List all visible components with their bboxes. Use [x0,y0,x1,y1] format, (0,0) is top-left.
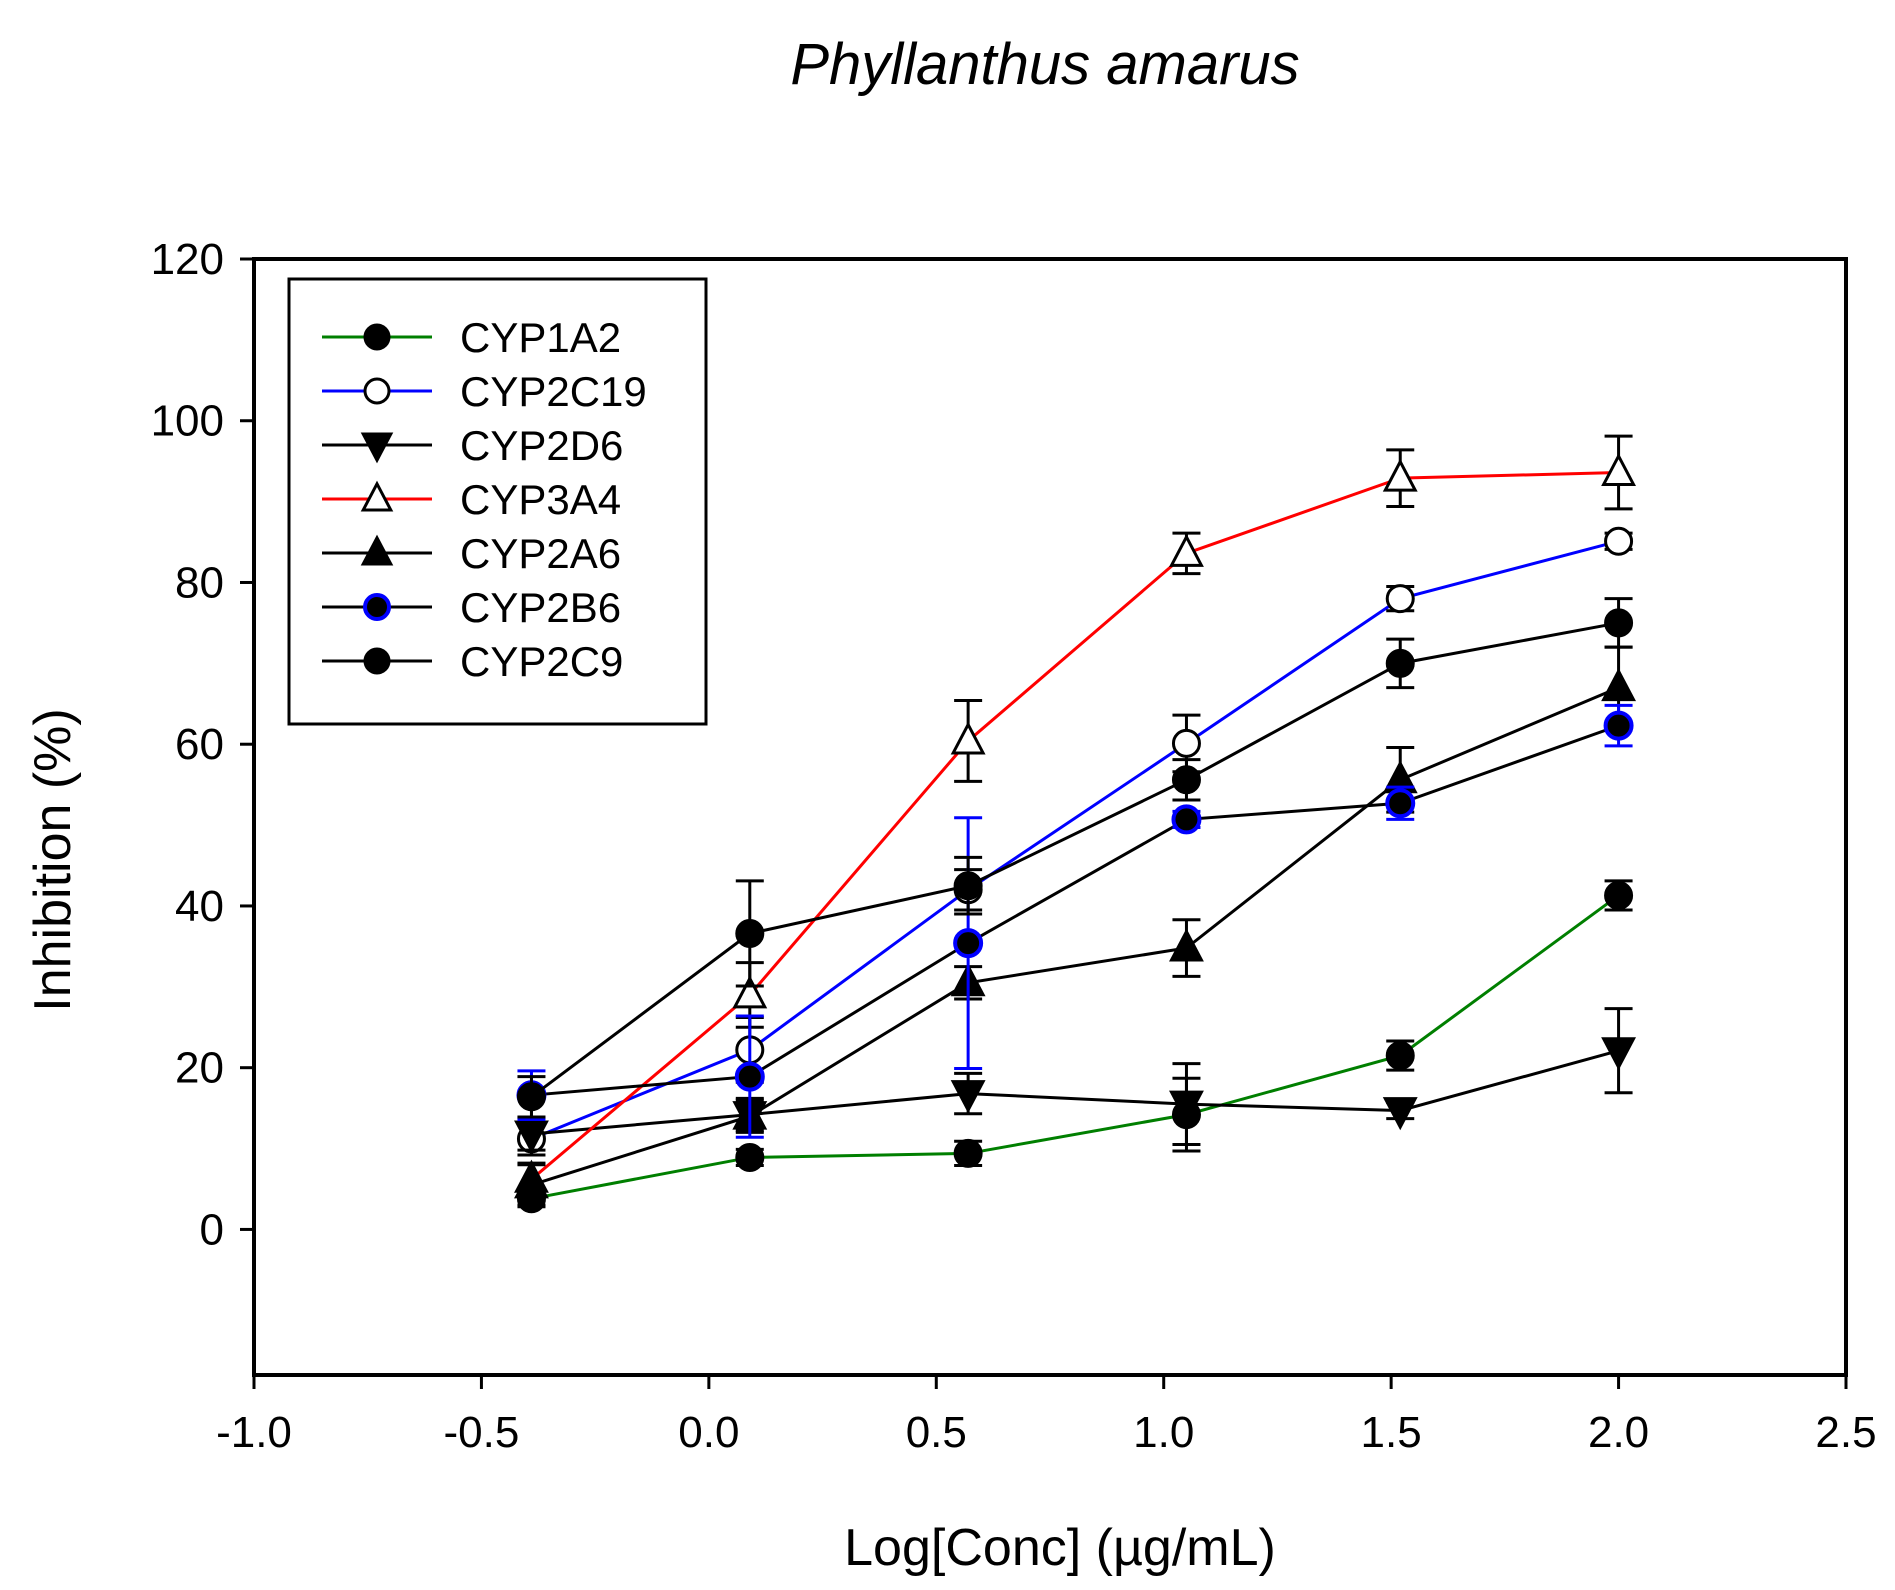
marker-cyp2c9-2 [953,871,983,901]
legend-label: CYP2C19 [460,368,647,415]
marker-cyp1a2-4 [1385,1041,1415,1071]
x-axis-label: Log[Conc] (µg/mL) [844,1519,1276,1577]
legend-item-cyp2c19: CYP2C19 [322,368,647,415]
marker-cyp2d6-5 [1601,1037,1637,1071]
x-axis-ticks: -1.0 -0.5 0.0 0.5 1.0 1.5 2.0 2.5 [216,1375,1877,1457]
legend: CYP1A2 CYP2C19 CYP2D6 CYP3A4 CYP2A6 CYP2B6 CYP… [287,277,708,726]
marker-cyp2b6 [363,593,391,621]
y-tick-label: 40 [175,882,224,931]
marker-cyp2b6-5 [1603,710,1634,741]
marker-cyp2d6-4 [1382,1097,1418,1131]
marker-cyp3a4 [360,480,394,512]
marker-cyp2b6-2 [953,928,984,959]
series-line-cyp2c19 [530,539,1619,1141]
x-tick-label: -1.0 [216,1408,292,1457]
x-tick-label: 1.0 [1133,1408,1194,1457]
marker-cyp2b6-3 [1171,804,1202,835]
marker-cyp2d6-0 [514,1120,549,1154]
series-cyp1a2 [516,879,1634,1214]
marker-cyp2c19-3 [1171,728,1201,758]
legend-label: CYP2D6 [460,422,623,469]
legend-box [287,277,708,726]
marker-cyp2b6-1 [734,1061,765,1092]
marker-cyp2c9 [363,647,391,675]
series-line-cyp2c9 [530,621,1619,1099]
marker-cyp2d6 [360,432,394,464]
y-tick-label: 60 [175,720,224,769]
legend-item-cyp2a6: CYP2A6 [322,530,621,577]
marker-cyp2c19-5 [1604,526,1634,556]
y-tick-label: 0 [200,1205,224,1254]
series-layer [514,434,1637,1214]
x-tick-label: 0.0 [678,1408,739,1457]
series-line-cyp2d6 [531,1049,1619,1136]
series-cyp2c9 [516,597,1634,1119]
marker-cyp2b6-4 [1385,788,1416,819]
marker-cyp2c19 [363,377,391,405]
marker-cyp1a2-1 [735,1142,765,1172]
legend-item-cyp2c9: CYP2C9 [322,638,623,685]
legend-label: CYP3A4 [460,476,621,523]
marker-cyp1a2-5 [1604,880,1634,910]
legend-item-cyp1a2: CYP1A2 [322,314,621,361]
legend-label: CYP2B6 [460,584,621,631]
marker-cyp3a4-4 [1382,458,1418,492]
marker-cyp2c9-3 [1171,765,1201,795]
legend-label: CYP2C9 [460,638,623,685]
marker-cyp3a4-5 [1601,452,1637,486]
marker-cyp2c19-4 [1385,584,1415,614]
marker-cyp3a4-1 [732,975,768,1009]
y-tick-label: 20 [175,1044,224,1093]
x-tick-label: 1.5 [1361,1408,1422,1457]
series-line-cyp3a4 [530,470,1619,1181]
marker-cyp1a2-2 [953,1138,983,1168]
marker-cyp2d6-3 [1169,1090,1204,1124]
marker-cyp3a4-2 [950,721,986,755]
legend-label: CYP2A6 [460,530,621,577]
series-cyp2b6 [516,703,1634,1139]
legend-item-cyp3a4: CYP3A4 [322,476,621,523]
marker-cyp2a6 [360,534,394,566]
series-line-cyp1a2 [531,894,1620,1201]
marker-cyp2c9-4 [1385,648,1415,678]
y-tick-label: 80 [175,558,224,607]
marker-cyp2c9-1 [735,918,765,948]
series-cyp2d6 [514,1007,1637,1154]
y-tick-label: 100 [151,397,224,446]
marker-cyp2c9-0 [516,1082,546,1112]
marker-cyp2c9-5 [1604,608,1634,638]
y-axis-ticks: 0 20 40 60 80 100 120 [151,235,254,1254]
y-tick-label: 120 [151,235,224,284]
marker-cyp1a2 [363,323,391,351]
legend-item-cyp2b6: CYP2B6 [322,584,621,631]
plot-frame [252,257,1848,1377]
marker-cyp2a6-0 [514,1165,549,1199]
legend-items: CYP1A2 CYP2C19 CYP2D6 CYP3A4 CYP2A6 CYP2B6 CYP… [322,314,647,685]
series-line-cyp2b6 [531,724,1620,1097]
legend-item-cyp2d6: CYP2D6 [322,422,623,469]
y-axis-label: Inhibition (%) [24,708,82,1011]
marker-cyp2a6-5 [1601,667,1637,702]
x-tick-label: -0.5 [444,1408,520,1457]
x-tick-label: 2.5 [1815,1408,1876,1457]
chart-title: Phyllanthus amarus [790,32,1299,97]
legend-label: CYP1A2 [460,314,621,361]
series-line-cyp2a6 [531,686,1620,1187]
marker-cyp2d6-2 [950,1080,986,1114]
marker-cyp2a6-3 [1169,928,1204,962]
x-tick-label: 2.0 [1588,1408,1649,1457]
x-tick-label: 0.5 [906,1408,967,1457]
marker-cyp3a4-3 [1169,533,1204,567]
